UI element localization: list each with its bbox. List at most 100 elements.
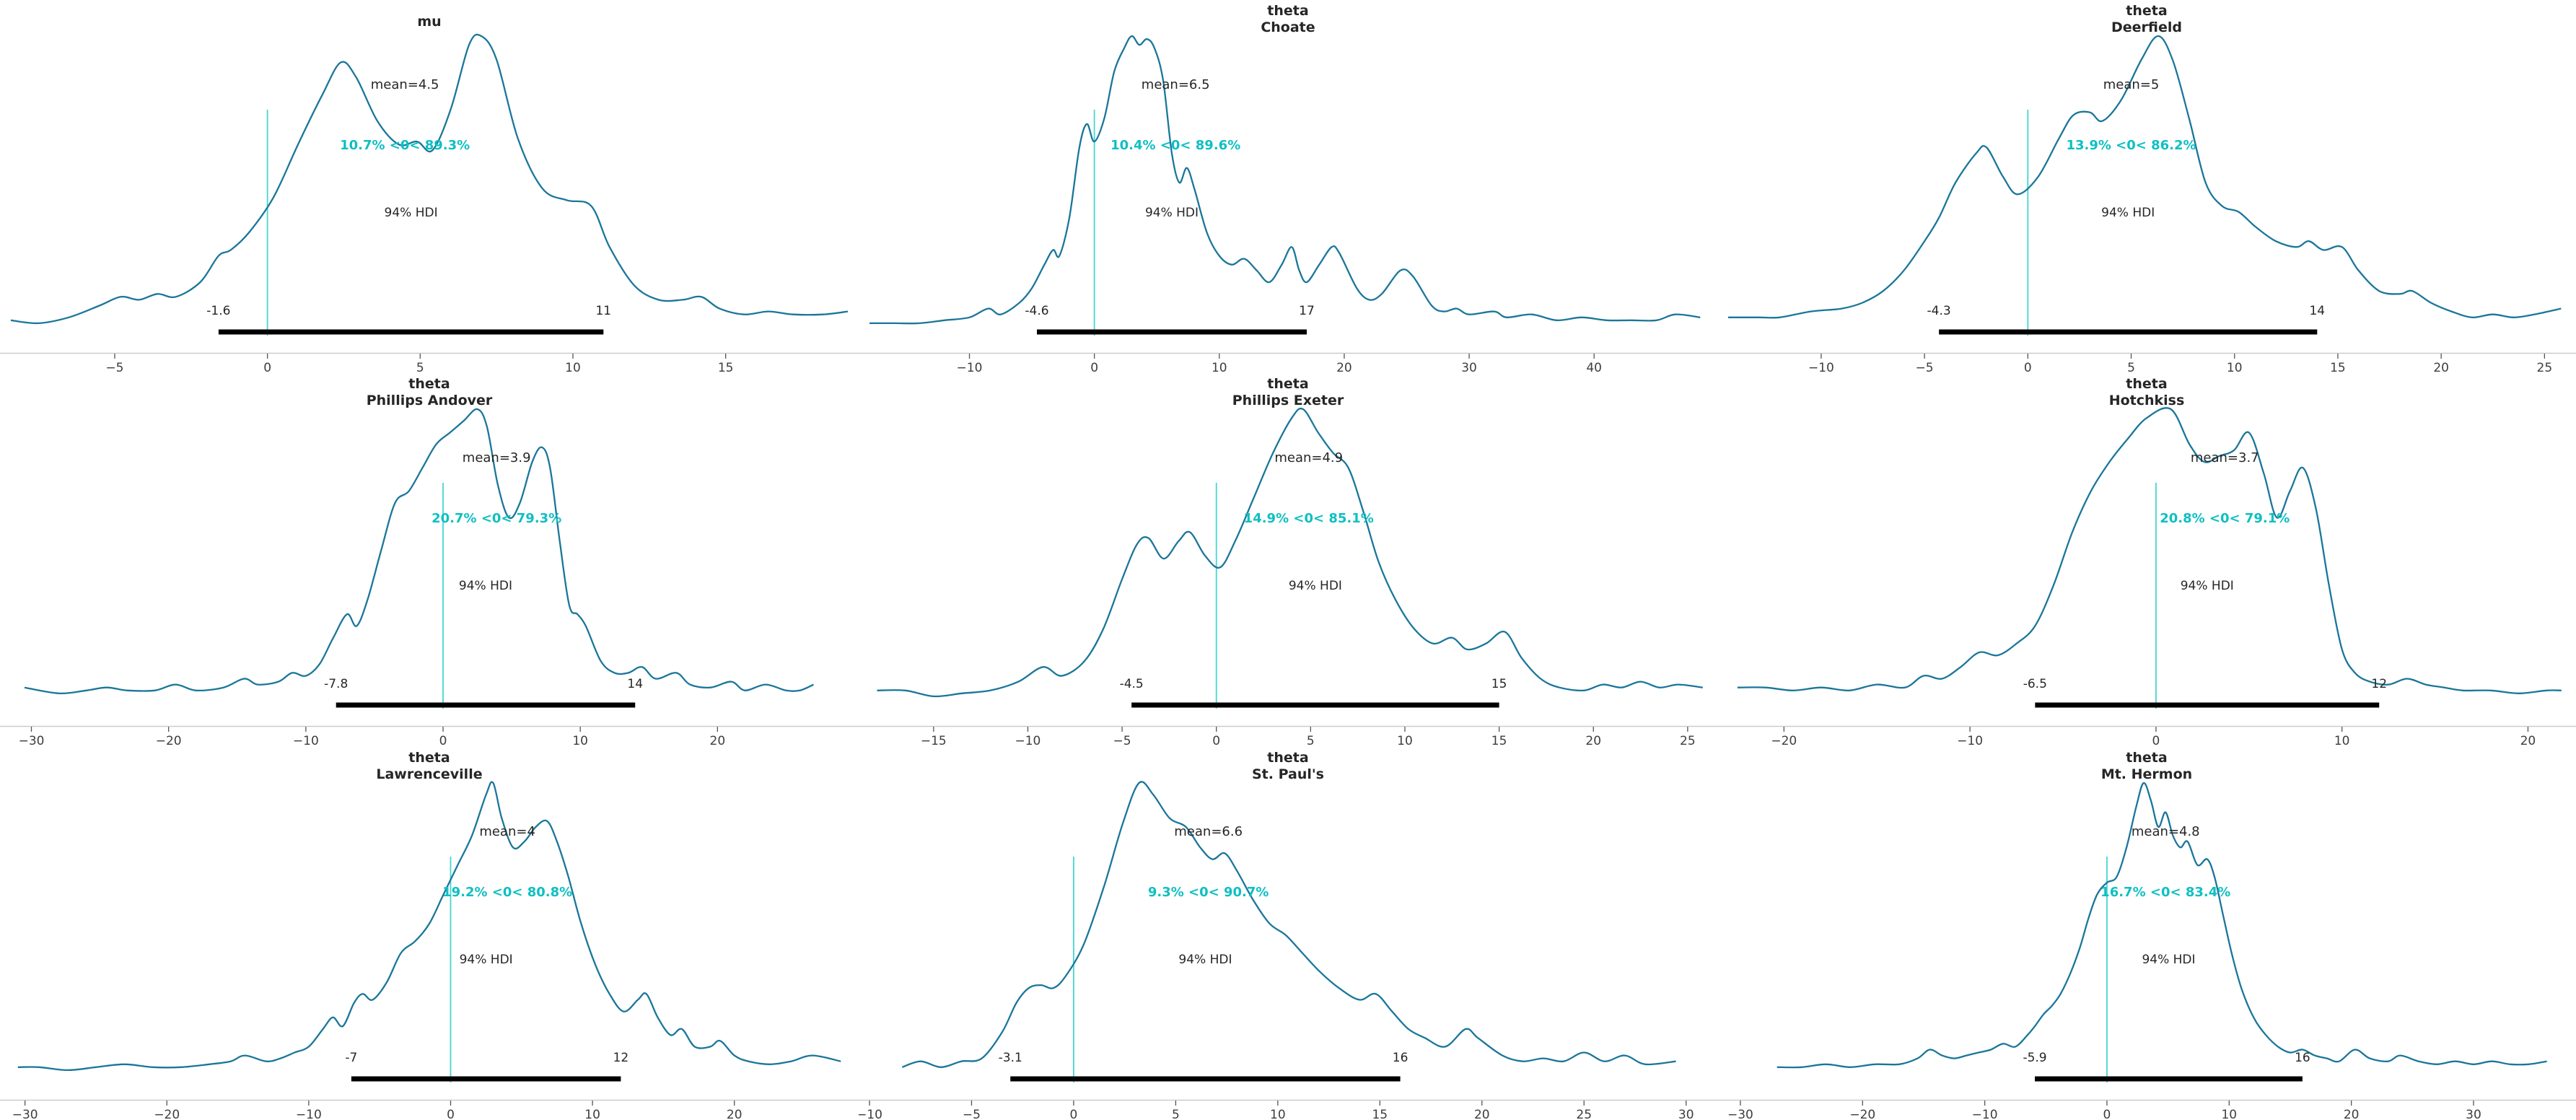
- hdi-lower-value: -7: [345, 1051, 357, 1065]
- x-tick-label: 15: [718, 361, 734, 373]
- x-tick-label: −5: [1916, 361, 1934, 373]
- x-tick-label: −20: [156, 734, 182, 746]
- x-tick-label: 20: [1474, 1108, 1490, 1120]
- mean-label: mean=4.5: [371, 77, 439, 92]
- plot-title: theta: [408, 750, 450, 766]
- x-tick-label: 10: [584, 1108, 600, 1120]
- kde-curve: [24, 408, 814, 695]
- hdi-label: 94% HDI: [459, 579, 512, 593]
- x-tick-label: −30: [19, 734, 45, 746]
- hdi-upper-value: 12: [613, 1051, 629, 1065]
- x-tick-label: 5: [2127, 361, 2135, 373]
- ref-stats-label: 10.7% <0< 89.3%: [340, 138, 470, 153]
- kde-curve: [1728, 35, 2562, 319]
- plot-title: theta: [408, 376, 450, 392]
- hdi-lower-value: -6.5: [2023, 677, 2047, 691]
- mean-label: mean=3.7: [2191, 450, 2259, 465]
- x-tick-label: 0: [447, 1108, 455, 1120]
- x-tick-label: 20: [1336, 361, 1352, 373]
- mean-label: mean=6.5: [1142, 77, 1210, 92]
- hdi-lower-value: -4.3: [1927, 304, 1951, 318]
- plot-title: Mt. Hermon: [2101, 766, 2192, 782]
- x-tick-label: 20: [1585, 734, 1601, 746]
- x-tick-label: 15: [1491, 734, 1507, 746]
- x-tick-label: −20: [154, 1108, 180, 1120]
- kde-curve: [1737, 407, 2562, 695]
- plot-title: Lawrenceville: [376, 766, 482, 782]
- plot-title: theta: [2126, 750, 2167, 766]
- ref-stats-label: 19.2% <0< 80.8%: [442, 885, 572, 900]
- x-tick-label: 20: [2433, 361, 2449, 373]
- x-tick-label: 30: [1678, 1108, 1694, 1120]
- hdi-upper-value: 11: [595, 304, 611, 318]
- x-tick-label: −10: [296, 1108, 322, 1120]
- hdi-lower-value: -4.6: [1025, 304, 1048, 318]
- plot-title: Deerfield: [2111, 19, 2182, 35]
- x-tick-label: 10: [2227, 361, 2243, 373]
- x-tick-label: 0: [1070, 1108, 1078, 1120]
- kde-curve: [10, 33, 849, 325]
- ref-stats-label: 16.7% <0< 83.4%: [2100, 885, 2230, 900]
- x-tick-label: −10: [1972, 1108, 1998, 1120]
- subplot-theta-phillips-andover: theta Phillips Andover −30 −20 −10 0 10 20 mean=…: [0, 373, 859, 746]
- x-tick-label: 15: [2330, 361, 2346, 373]
- x-tick-label: 30: [1461, 361, 1477, 373]
- kde-curve: [901, 780, 1676, 1068]
- subplot-theta-deerfield: theta Deerfield −10 −5 0 5 10 15 20 25 mean=5 13.9%…: [1717, 0, 2576, 373]
- x-tick-label: 5: [416, 361, 424, 373]
- hdi-label: 94% HDI: [2142, 953, 2195, 967]
- x-tick-label: 10: [572, 734, 588, 746]
- kde-curve: [17, 781, 841, 1071]
- hdi-label: 94% HDI: [1145, 206, 1199, 220]
- hdi-lower-value: -4.5: [1120, 677, 1144, 691]
- plot-title: theta: [1267, 376, 1308, 392]
- x-tick-label: 0: [2103, 1108, 2111, 1120]
- kde-curve: [877, 408, 1703, 698]
- x-tick-label: −10: [1015, 734, 1041, 746]
- plot-title: theta: [1267, 3, 1308, 19]
- x-tick-label: 0: [2152, 734, 2160, 746]
- mean-label: mean=4.8: [2132, 824, 2200, 839]
- kde-curve: [1777, 782, 2547, 1068]
- ref-stats-label: 14.9% <0< 85.1%: [1244, 511, 1374, 526]
- x-tick-label: −10: [957, 361, 983, 373]
- x-tick-label: 15: [1372, 1108, 1388, 1120]
- hdi-upper-value: 17: [1299, 304, 1315, 318]
- x-tick-label: 10: [2221, 1108, 2237, 1120]
- x-tick-label: 25: [1680, 734, 1696, 746]
- hdi-label: 94% HDI: [2181, 579, 2234, 593]
- x-tick-label: −5: [1113, 734, 1131, 746]
- hdi-upper-value: 16: [1393, 1051, 1409, 1065]
- x-tick-label: −5: [963, 1108, 981, 1120]
- hdi-upper-value: 15: [1491, 677, 1507, 691]
- plot-title: theta: [2126, 376, 2167, 392]
- ref-stats-label: 9.3% <0< 90.7%: [1148, 885, 1269, 900]
- plot-title: theta: [2126, 3, 2167, 19]
- x-tick-label: −30: [1727, 1108, 1753, 1120]
- x-tick-label: 10: [1397, 734, 1413, 746]
- x-tick-label: 10: [565, 361, 581, 373]
- ref-stats-label: 10.4% <0< 89.6%: [1110, 138, 1240, 153]
- subplot-theta-lawrenceville: theta Lawrenceville −30 −20 −10 0 10 20 mean=4 19…: [0, 747, 859, 1120]
- x-tick-label: 20: [2520, 734, 2536, 746]
- hdi-label: 94% HDI: [385, 206, 438, 220]
- hdi-label: 94% HDI: [2101, 206, 2155, 220]
- hdi-lower-value: -3.1: [999, 1051, 1022, 1065]
- x-tick-label: 20: [727, 1108, 742, 1120]
- x-tick-label: 30: [2466, 1108, 2481, 1120]
- plot-title: Phillips Exeter: [1232, 393, 1344, 408]
- hdi-lower-value: -5.9: [2023, 1051, 2046, 1065]
- x-tick-label: −15: [921, 734, 947, 746]
- x-tick-label: 10: [1212, 361, 1227, 373]
- x-tick-label: 0: [439, 734, 447, 746]
- hdi-upper-value: 12: [2371, 677, 2387, 691]
- x-tick-label: −20: [1849, 1108, 1875, 1120]
- x-tick-label: 5: [1172, 1108, 1180, 1120]
